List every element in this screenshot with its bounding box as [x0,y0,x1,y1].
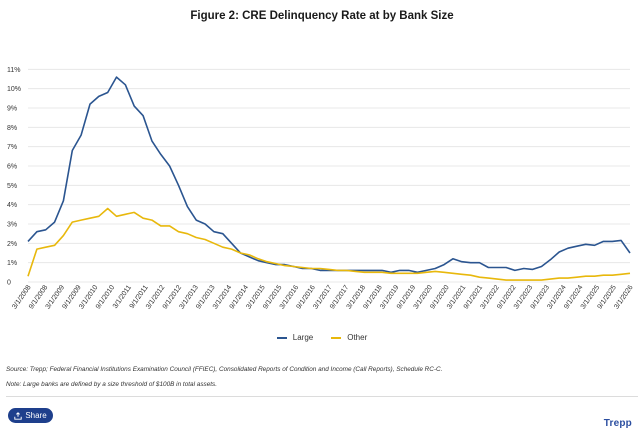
y-axis-ticks: 0 1% 2% 3% 4% 5% 6% 7% 8% 9% 10% 11% [7,67,21,287]
gridlines [28,68,630,283]
y-tick-label: 0 [7,280,11,287]
share-button[interactable]: Share [8,408,53,423]
series-line-large[interactable] [27,76,631,274]
legend-item-other[interactable]: Other [331,333,367,342]
source-note: Source: Trepp; Federal Financial Institu… [6,366,443,373]
divider [6,396,638,397]
y-tick-label: 7% [7,144,17,151]
legend-swatch-other [331,336,342,339]
y-tick-label: 5% [7,183,17,190]
series-lines [27,76,631,281]
share-label: Share [25,411,47,420]
x-axis-ticks: 3/1/20089/1/20083/1/20099/1/20093/1/2010… [11,284,634,310]
share-icon [14,411,22,420]
brand-logo: Trepp [603,418,632,429]
y-tick-label: 3% [7,222,17,229]
chart-title: Figure 2: CRE Delinquency Rate at by Ban… [190,10,454,22]
y-tick-label: 10% [7,86,21,93]
legend: Large Other [0,333,644,342]
line-chart: 0 1% 2% 3% 4% 5% 6% 7% 8% 9% 10% 11% 3/1/20089/1/20… [7,67,635,311]
legend-label-other: Other [347,333,368,342]
y-tick-label: 6% [7,164,17,171]
legend-swatch-large [276,336,287,339]
y-tick-label: 2% [7,241,17,248]
y-tick-label: 11% [7,67,21,74]
footnote: Note: Large banks are defined by a size … [6,381,218,388]
y-tick-label: 4% [7,202,17,209]
series-line-other[interactable] [27,207,631,281]
y-tick-label: 1% [7,260,17,267]
legend-label-large: Large [292,333,314,342]
y-tick-label: 9% [7,106,17,113]
legend-item-large[interactable]: Large [276,333,314,342]
y-tick-label: 8% [7,125,17,132]
